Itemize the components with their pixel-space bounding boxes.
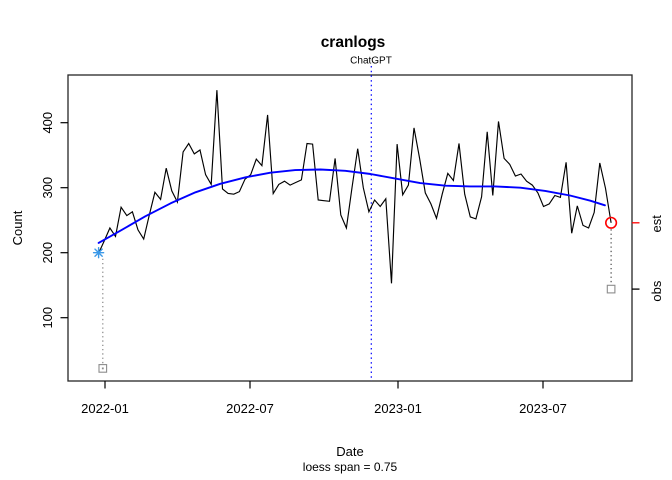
x-axis-title: Date [336, 444, 363, 459]
y-axis-title: Count [10, 210, 25, 245]
caption-loess-span: loess span = 0.75 [303, 460, 398, 474]
x-tick-label-2023-01: 2023-01 [374, 401, 422, 416]
x-tick-label-2022-07: 2022-07 [226, 401, 274, 416]
open-square [606, 284, 616, 294]
plot-box [67, 74, 633, 382]
asterisk-ray [94, 248, 103, 257]
y-tick-label-400: 400 [40, 112, 55, 134]
x-axis-ticks [104, 381, 544, 389]
chart-title: cranlogs [321, 34, 386, 51]
x-tick-label-2022-01: 2022-01 [81, 401, 129, 416]
start-observed-square-marker [98, 364, 108, 373]
x-axis-tick-labels: 2022-01 2022-07 2023-01 2023-07 [81, 401, 567, 416]
right-label-est: est [649, 215, 664, 233]
y-tick-label-200: 200 [40, 242, 55, 264]
start-estimate-asterisk-marker [92, 246, 105, 259]
right-label-obs: obs [649, 280, 664, 301]
y-tick-label-300: 300 [40, 177, 55, 199]
event-annotation-label: ChatGPT [350, 56, 392, 67]
open-square [98, 364, 108, 373]
y-axis-ticks [60, 122, 68, 319]
observed-series-line [98, 90, 612, 284]
y-axis-tick-labels: 100 200 300 400 [40, 112, 55, 329]
square-inner-dot [101, 367, 104, 370]
x-tick-label-2023-07: 2023-07 [519, 401, 567, 416]
y-tick-label-100: 100 [40, 307, 55, 329]
end-observed-square-marker [606, 284, 616, 294]
loess-curve [97, 168, 606, 244]
end-estimate-circle-marker [604, 216, 618, 229]
